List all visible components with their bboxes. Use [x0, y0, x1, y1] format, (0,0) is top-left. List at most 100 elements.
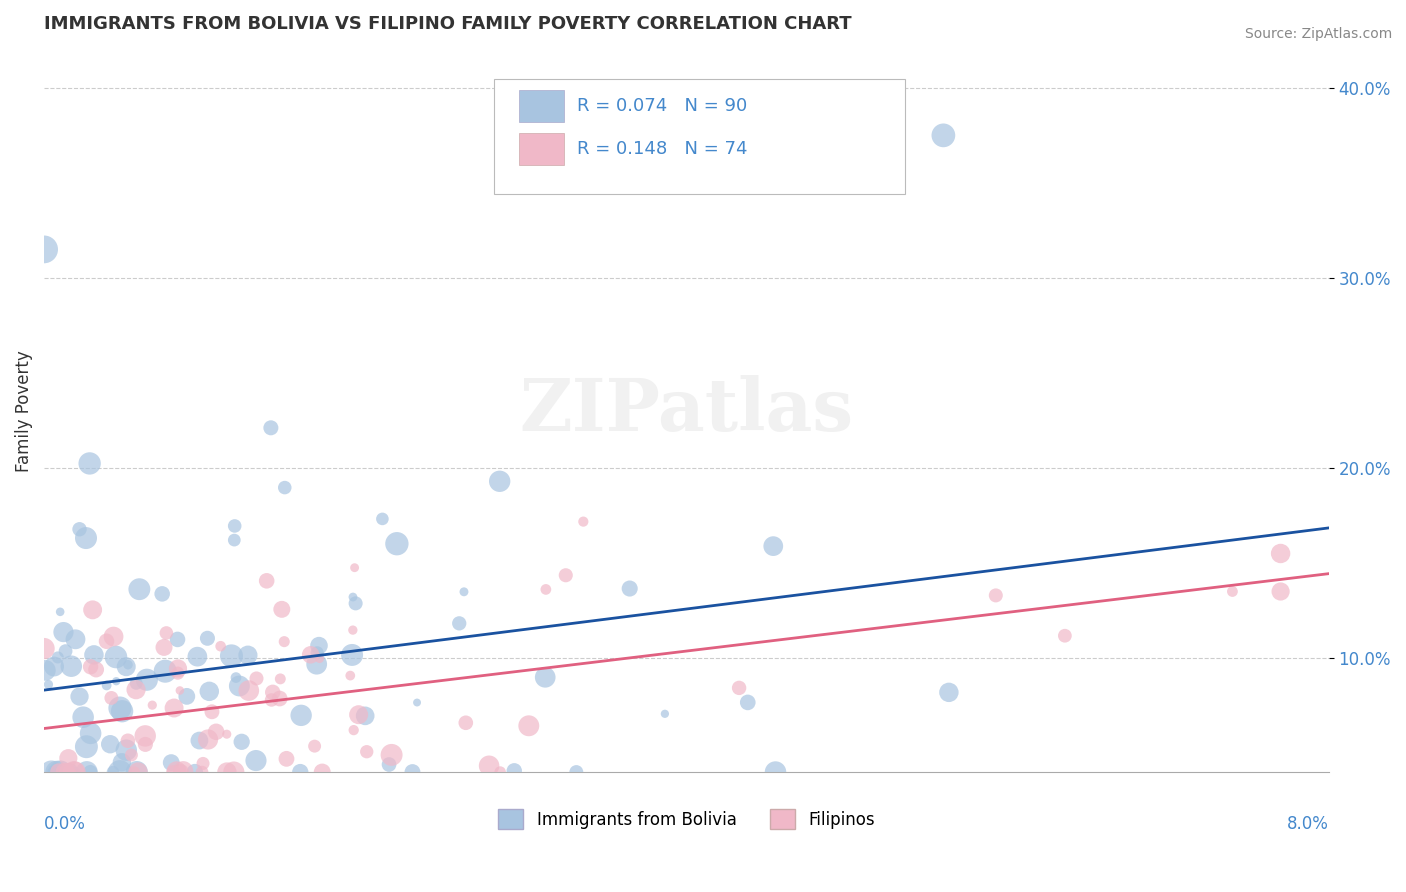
- Point: [354, 709, 377, 723]
- Point: [205, 724, 228, 739]
- Point: [290, 708, 312, 723]
- Point: [117, 657, 139, 672]
- Point: [256, 574, 278, 588]
- Point: [108, 701, 131, 715]
- Text: IMMIGRANTS FROM BOLIVIA VS FILIPINO FAMILY POVERTY CORRELATION CHART: IMMIGRANTS FROM BOLIVIA VS FILIPINO FAMI…: [44, 15, 852, 33]
- Point: [215, 765, 238, 780]
- Point: [554, 568, 576, 582]
- Point: [290, 765, 312, 780]
- Point: [65, 765, 87, 780]
- Point: [170, 765, 193, 780]
- Point: [342, 623, 364, 637]
- Point: [79, 726, 101, 740]
- Point: [311, 765, 333, 780]
- Point: [938, 685, 960, 699]
- Point: [215, 727, 238, 741]
- Point: [186, 649, 208, 664]
- Point: [163, 701, 186, 715]
- Point: [100, 690, 122, 705]
- Point: [166, 632, 188, 647]
- Point: [37, 677, 59, 691]
- Point: [378, 757, 401, 772]
- Point: [231, 735, 253, 749]
- Point: [127, 765, 149, 780]
- Point: [269, 672, 291, 686]
- Point: [276, 752, 298, 766]
- Point: [299, 648, 322, 662]
- Point: [304, 739, 326, 753]
- FancyBboxPatch shape: [519, 89, 564, 122]
- Point: [381, 747, 404, 762]
- Point: [115, 659, 138, 673]
- Point: [453, 584, 475, 599]
- Point: [117, 733, 139, 747]
- Point: [188, 733, 211, 747]
- Point: [55, 644, 77, 658]
- Point: [111, 704, 134, 718]
- Point: [115, 743, 138, 757]
- Point: [222, 765, 245, 780]
- Point: [932, 128, 955, 143]
- Point: [517, 719, 540, 733]
- Point: [197, 732, 219, 747]
- Point: [489, 765, 512, 780]
- Point: [221, 648, 243, 663]
- Point: [401, 765, 423, 780]
- Legend: Immigrants from Bolivia, Filipinos: Immigrants from Bolivia, Filipinos: [492, 802, 882, 836]
- Point: [308, 639, 330, 653]
- Point: [98, 737, 121, 751]
- Point: [169, 683, 191, 698]
- Point: [63, 765, 86, 780]
- Point: [96, 678, 118, 692]
- Point: [69, 690, 91, 704]
- Y-axis label: Family Poverty: Family Poverty: [15, 350, 32, 472]
- Point: [79, 765, 101, 780]
- Point: [105, 674, 128, 689]
- Point: [572, 515, 595, 529]
- Point: [172, 764, 194, 779]
- Text: R = 0.074   N = 90: R = 0.074 N = 90: [578, 97, 748, 115]
- Point: [59, 765, 82, 780]
- Point: [191, 765, 214, 780]
- Point: [153, 640, 176, 655]
- Point: [166, 666, 188, 681]
- Point: [488, 475, 510, 489]
- Point: [245, 672, 267, 686]
- Point: [449, 616, 471, 631]
- Point: [96, 634, 118, 648]
- Point: [406, 696, 429, 710]
- Point: [58, 751, 80, 765]
- Point: [224, 533, 246, 547]
- Point: [155, 664, 177, 678]
- Point: [565, 765, 588, 780]
- Point: [134, 738, 156, 752]
- Point: [84, 663, 107, 677]
- Point: [225, 671, 247, 685]
- Point: [32, 243, 55, 257]
- Point: [184, 765, 207, 780]
- Point: [46, 765, 69, 780]
- Text: 0.0%: 0.0%: [44, 815, 86, 833]
- Point: [305, 657, 328, 672]
- Point: [128, 582, 150, 597]
- Point: [224, 519, 246, 533]
- Point: [654, 706, 676, 721]
- Point: [60, 659, 83, 673]
- Point: [108, 765, 131, 780]
- Point: [454, 715, 477, 730]
- Point: [104, 650, 127, 665]
- Point: [343, 723, 366, 738]
- Point: [262, 685, 284, 699]
- Point: [62, 765, 84, 780]
- Point: [984, 588, 1007, 602]
- Text: 8.0%: 8.0%: [1286, 815, 1329, 833]
- Point: [344, 596, 367, 610]
- Point: [176, 690, 198, 704]
- Point: [150, 587, 173, 601]
- Point: [245, 754, 267, 768]
- Point: [75, 739, 97, 754]
- Point: [49, 605, 72, 619]
- Point: [155, 626, 177, 640]
- Point: [166, 764, 188, 779]
- Point: [270, 602, 292, 616]
